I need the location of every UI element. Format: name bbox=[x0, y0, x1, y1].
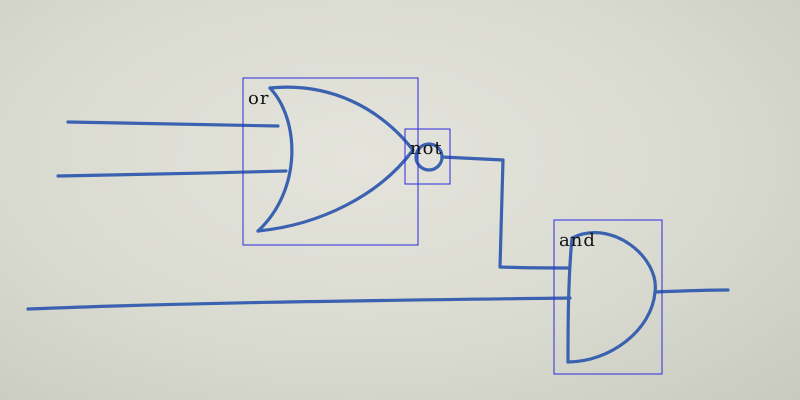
or-gate-back bbox=[256, 86, 294, 233]
and-input-wire-2 bbox=[26, 296, 572, 311]
and-bounding-box bbox=[553, 219, 663, 375]
not-label: not bbox=[410, 138, 443, 159]
or-input-wire-2 bbox=[56, 169, 288, 178]
or-gate-body bbox=[256, 85, 415, 233]
not-bounding-box bbox=[404, 128, 451, 185]
not-to-and-wire bbox=[440, 155, 570, 270]
or-bounding-box bbox=[242, 77, 419, 246]
and-gate-body bbox=[566, 231, 657, 364]
and-gate-back bbox=[566, 236, 574, 364]
or-input-wire-1 bbox=[66, 120, 280, 128]
or-label: or bbox=[248, 88, 269, 109]
and-label: and bbox=[559, 230, 596, 251]
and-output-wire bbox=[653, 288, 730, 294]
